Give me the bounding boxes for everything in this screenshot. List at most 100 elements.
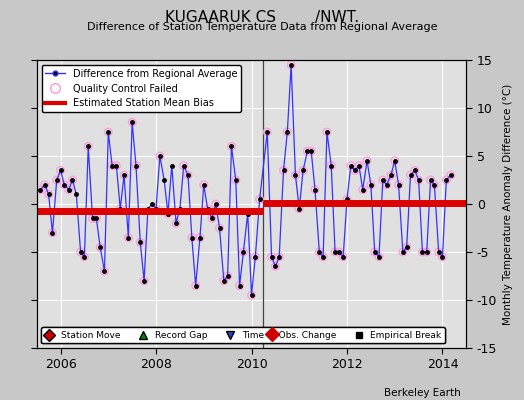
Point	[128, 119, 136, 126]
Point	[164, 210, 172, 217]
Point	[311, 186, 319, 193]
Point	[402, 244, 411, 250]
Point	[387, 172, 395, 178]
Point	[370, 249, 379, 255]
Point	[132, 162, 140, 169]
Point	[395, 182, 403, 188]
Point	[89, 215, 97, 222]
Point	[414, 177, 423, 183]
Point	[215, 225, 224, 231]
Point	[438, 254, 446, 260]
Point	[263, 129, 271, 135]
Point	[77, 249, 85, 255]
Point	[287, 62, 296, 68]
Point	[136, 239, 145, 246]
Point	[116, 206, 124, 212]
Legend: Station Move, Record Gap, Time of Obs. Change, Empirical Break: Station Move, Record Gap, Time of Obs. C…	[41, 327, 445, 344]
Point	[200, 182, 208, 188]
Point	[351, 167, 359, 174]
Point	[40, 182, 49, 188]
Point	[196, 234, 204, 241]
Point	[303, 148, 312, 154]
Point	[45, 191, 53, 198]
Point	[84, 143, 92, 150]
Point	[120, 172, 128, 178]
Point	[271, 263, 280, 270]
Point	[442, 177, 451, 183]
Text: KUGAARUK CS        /NWT.: KUGAARUK CS /NWT.	[165, 10, 359, 25]
Point	[383, 182, 391, 188]
Point	[172, 220, 180, 226]
Point	[203, 206, 212, 212]
Point	[335, 249, 343, 255]
Point	[100, 268, 108, 274]
Point	[283, 129, 291, 135]
Point	[60, 182, 69, 188]
Point	[251, 254, 259, 260]
Point	[347, 162, 355, 169]
Point	[223, 273, 232, 279]
Point	[343, 196, 351, 202]
Text: Difference of Station Temperature Data from Regional Average: Difference of Station Temperature Data f…	[87, 22, 437, 32]
Point	[108, 162, 116, 169]
Point	[399, 249, 407, 255]
Point	[112, 162, 121, 169]
Point	[434, 249, 443, 255]
Point	[418, 249, 427, 255]
Point	[295, 206, 303, 212]
Point	[235, 282, 244, 289]
Point	[180, 162, 188, 169]
Point	[212, 201, 220, 207]
Point	[188, 234, 196, 241]
Point	[124, 234, 133, 241]
Point	[36, 186, 45, 193]
Point	[220, 278, 228, 284]
Point	[279, 167, 288, 174]
Point	[390, 158, 399, 164]
Point	[379, 177, 387, 183]
Point	[430, 182, 439, 188]
Point	[291, 172, 300, 178]
Point	[57, 167, 65, 174]
Point	[411, 167, 419, 174]
Point	[299, 167, 307, 174]
Point	[232, 177, 240, 183]
Point	[375, 254, 383, 260]
Point	[446, 172, 455, 178]
Point	[156, 153, 164, 159]
Point	[427, 177, 435, 183]
Point	[64, 186, 73, 193]
Point	[52, 177, 61, 183]
Point	[367, 182, 375, 188]
Point	[406, 172, 414, 178]
Point	[68, 177, 77, 183]
Point	[80, 254, 89, 260]
Point	[191, 282, 200, 289]
Point	[247, 292, 256, 298]
Point	[152, 206, 160, 212]
Point	[339, 254, 347, 260]
Point	[315, 249, 323, 255]
Point	[327, 162, 335, 169]
Point	[48, 230, 57, 236]
Point	[323, 129, 331, 135]
Point	[208, 215, 216, 222]
Point	[227, 143, 236, 150]
Point	[422, 249, 431, 255]
Point	[355, 162, 363, 169]
Y-axis label: Monthly Temperature Anomaly Difference (°C): Monthly Temperature Anomaly Difference (…	[503, 83, 512, 325]
Point	[331, 249, 339, 255]
Point	[184, 172, 192, 178]
Point	[307, 148, 315, 154]
Point	[319, 254, 328, 260]
Point	[255, 196, 264, 202]
Point	[104, 129, 113, 135]
Point	[92, 215, 101, 222]
Point	[96, 244, 104, 250]
Point	[140, 278, 148, 284]
Text: Berkeley Earth: Berkeley Earth	[385, 388, 461, 398]
Point	[358, 186, 367, 193]
Point	[363, 158, 371, 164]
Point	[239, 249, 248, 255]
Point	[267, 254, 276, 260]
